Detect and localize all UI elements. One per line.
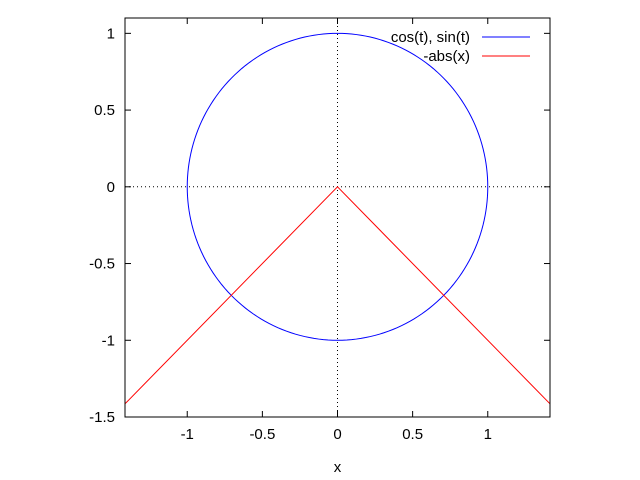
y-tick-label: -0.5 bbox=[89, 256, 115, 273]
y-tick-label: -1.5 bbox=[89, 409, 115, 426]
legend-label: cos(t), sin(t) bbox=[391, 29, 470, 46]
plot-frame bbox=[124, 17, 551, 418]
x-tick-label: -1 bbox=[181, 426, 194, 443]
series-line-2 bbox=[124, 186, 551, 405]
y-tick-label: -1 bbox=[102, 332, 115, 349]
legend: cos(t), sin(t) -abs(x) bbox=[391, 29, 530, 65]
series-line-1 bbox=[186, 32, 489, 341]
x-tick-label: 1 bbox=[484, 426, 492, 443]
y-tick-label: 0.5 bbox=[94, 102, 115, 119]
x-tick-label: 0 bbox=[333, 426, 341, 443]
x-axis-label: x bbox=[334, 459, 342, 476]
legend-label: -abs(x) bbox=[423, 48, 470, 65]
y-tick-label: 1 bbox=[107, 25, 115, 42]
x-tick-label: -0.5 bbox=[249, 426, 275, 443]
y-tick-label: 0 bbox=[107, 179, 115, 196]
x-tick-label: 0.5 bbox=[402, 426, 423, 443]
